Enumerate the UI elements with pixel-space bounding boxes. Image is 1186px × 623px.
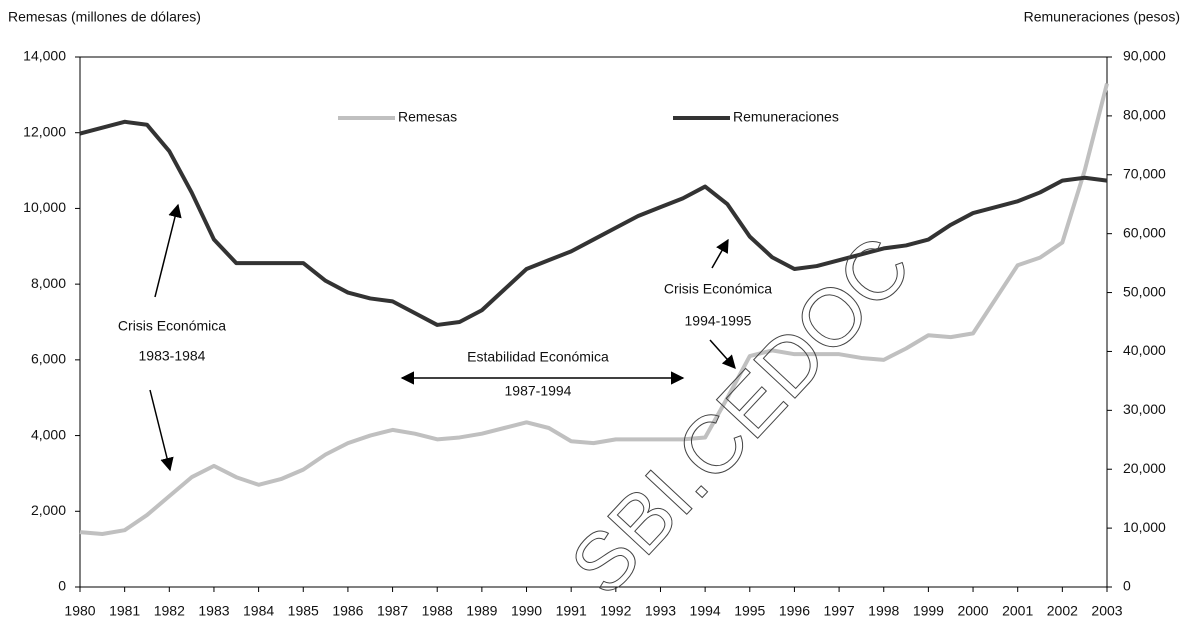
x-tick-label: 1992 [600,603,631,619]
x-tick-label: 1996 [779,603,810,619]
x-tick-label: 2002 [1047,603,1078,619]
y2-tick-label: 30,000 [1123,401,1166,417]
y2-tick-label: 20,000 [1123,460,1166,476]
x-tick-label: 1988 [422,603,453,619]
x-tick-label: 1984 [243,603,274,619]
y2-tick-label: 40,000 [1123,342,1166,358]
plot-frame [79,56,1108,588]
x-tick-label: 1982 [154,603,185,619]
arrow [154,203,182,298]
x-tick-label: 1985 [288,603,319,619]
x-tick-label: 1990 [511,603,542,619]
arrow [149,389,174,472]
y-axis-label: Remesas (millones de dólares) [8,9,201,25]
x-tick-label: 2000 [957,603,988,619]
y-tick-label: 10,000 [23,199,66,215]
annotation: Crisis Económica [664,281,772,297]
y-tick-label: 2,000 [31,502,66,518]
legend-label: Remuneraciones [733,109,839,125]
x-tick-label: 1981 [109,603,140,619]
series-line [79,83,1109,536]
y2-tick-label: 60,000 [1123,224,1166,240]
x-tick-label: 1999 [913,603,944,619]
y-tick-label: 6,000 [31,351,66,367]
y2-axis-label: Remuneraciones (pesos) [1024,9,1180,25]
x-tick-label: 1993 [645,603,676,619]
arrow [709,339,736,370]
x-tick-label: 1997 [824,603,855,619]
y-tick-label: 0 [58,578,66,594]
x-tick-label: 1991 [556,603,587,619]
legend-label: Remesas [398,109,457,125]
annotation: 1994-1995 [685,313,752,329]
y-tick-label: 4,000 [31,426,66,442]
x-tick-label: 1986 [332,603,363,619]
x-tick-label: 1995 [734,603,765,619]
annotation: Estabilidad Económica [467,349,609,365]
x-tick-label: 1980 [64,603,95,619]
x-tick-label: 1983 [198,603,229,619]
series-line [79,119,1108,327]
x-tick-label: 1987 [377,603,408,619]
x-tick-label: 1998 [868,603,899,619]
annotation: Crisis Económica [118,318,226,334]
arrows [149,203,736,472]
arrow [711,238,729,269]
y2-tick-label: 90,000 [1123,48,1166,64]
y2-tick-label: 10,000 [1123,519,1166,535]
annotation: 1983-1984 [139,348,206,364]
watermark: SBI.CEDOC [554,220,928,612]
x-tick-label: 2003 [1091,603,1122,619]
y2-tick-label: 80,000 [1123,107,1166,123]
y-tick-label: 14,000 [23,48,66,64]
y2-tick-label: 0 [1123,578,1131,594]
y-tick-label: 12,000 [23,123,66,139]
y2-tick-label: 50,000 [1123,283,1166,299]
x-tick-label: 2001 [1002,603,1033,619]
x-tick-label: 1994 [690,603,721,619]
x-tick-label: 1989 [466,603,497,619]
y-tick-label: 8,000 [31,275,66,291]
annotation: 1987-1994 [505,383,572,399]
y2-tick-label: 70,000 [1123,165,1166,181]
